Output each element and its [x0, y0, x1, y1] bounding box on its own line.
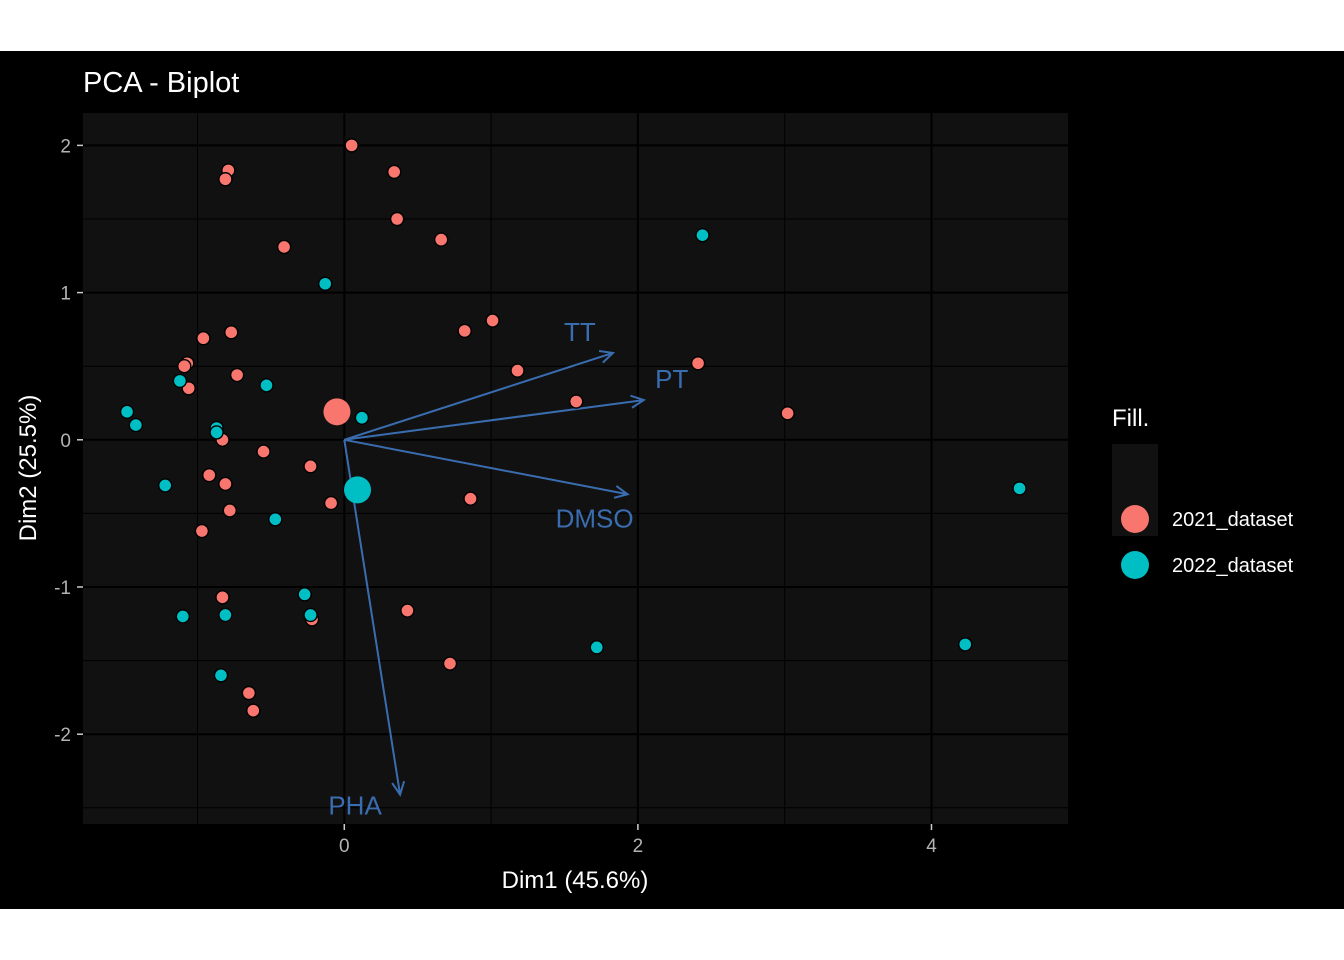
- pca-biplot-chart: PCA - Biplot 0 2 4 2 1 0 -1 -2 TT PT DMSO PHA Dim1…: [15, 67, 1294, 894]
- point-2022_dataset: [268, 512, 283, 527]
- point-2022_dataset: [119, 404, 135, 420]
- centroid-2022_dataset: [344, 476, 372, 504]
- point-2021_dataset: [780, 406, 795, 421]
- point-2022_dataset: [958, 637, 973, 652]
- arrow-tt: [343, 351, 614, 441]
- grid-lines: [83, 113, 1068, 824]
- point-2022_dataset: [695, 227, 710, 243]
- y-tick-label: 2: [60, 136, 71, 157]
- point-2022_dataset: [213, 668, 229, 683]
- legend-key-2022_dataset: [1121, 551, 1149, 579]
- point-2022_dataset: [218, 607, 233, 623]
- point-2021_dataset: [229, 367, 245, 383]
- x-tick-label: 4: [926, 836, 937, 857]
- point-2021_dataset: [387, 164, 402, 180]
- arrow-head: [630, 394, 647, 409]
- point-2022_dataset: [297, 587, 312, 602]
- legend-entry-2021_dataset: 2021_dataset: [1172, 509, 1294, 531]
- point-2021_dataset: [344, 138, 359, 153]
- legend-entry-2022_dataset: 2022_dataset: [1172, 555, 1294, 577]
- point-2021_dataset: [241, 685, 257, 701]
- point-2022_dataset: [209, 425, 224, 440]
- data-points: [119, 138, 1027, 718]
- point-2021_dataset: [177, 358, 192, 374]
- legend-title: Fill.: [1112, 405, 1149, 432]
- point-2021_dataset: [215, 590, 230, 605]
- point-2021_dataset: [510, 363, 525, 378]
- point-2021_dataset: [569, 394, 584, 409]
- arrow-dmso: [344, 438, 628, 496]
- point-2021_dataset: [303, 459, 318, 474]
- y-axis-label: Dim2 (25.5%): [15, 395, 42, 542]
- point-2021_dataset: [202, 467, 217, 483]
- point-2022_dataset: [158, 478, 173, 493]
- legend: Fill. 2021_dataset 2022_dataset: [1112, 405, 1294, 579]
- point-2021_dataset: [224, 325, 239, 340]
- point-2021_dataset: [442, 656, 458, 671]
- x-tick-label: 0: [339, 836, 350, 857]
- point-2021_dataset: [256, 444, 271, 459]
- point-2021_dataset: [276, 239, 292, 255]
- plot-frame: PCA - Biplot 0 2 4 2 1 0 -1 -2 TT PT DMSO PHA Dim1…: [0, 51, 1344, 909]
- y-tick-label: -1: [54, 578, 71, 599]
- point-2022_dataset: [354, 410, 370, 425]
- point-2022_dataset: [1012, 481, 1027, 496]
- point-2022_dataset: [128, 417, 144, 433]
- point-2022_dataset: [303, 607, 318, 623]
- x-axis-label: Dim1 (45.6%): [502, 867, 649, 894]
- point-2021_dataset: [218, 476, 233, 492]
- arrow-head: [391, 780, 406, 797]
- y-tick-label: 1: [60, 284, 71, 305]
- legend-key-2021_dataset: [1121, 505, 1149, 533]
- point-2021_dataset: [323, 495, 339, 511]
- arrow-head: [613, 485, 630, 499]
- point-2021_dataset: [389, 211, 405, 227]
- point-2021_dataset: [194, 523, 210, 539]
- point-2021_dataset: [246, 703, 261, 718]
- arrow-label-tt: TT: [564, 317, 596, 347]
- point-2022_dataset: [172, 373, 188, 389]
- point-2022_dataset: [175, 609, 191, 624]
- arrow-pt: [344, 399, 644, 441]
- axes: 0 2 4 2 1 0 -1 -2: [54, 136, 937, 857]
- arrow-head: [598, 350, 616, 364]
- arrow-label-dmso: DMSO: [556, 503, 634, 533]
- point-2022_dataset: [259, 378, 274, 393]
- x-tick-label: 2: [633, 836, 644, 857]
- point-2021_dataset: [400, 603, 415, 618]
- point-2021_dataset: [433, 232, 449, 247]
- point-2022_dataset: [589, 640, 604, 655]
- point-2021_dataset: [485, 313, 500, 328]
- arrow-label-pt: PT: [655, 364, 688, 394]
- y-tick-label: -2: [54, 725, 71, 746]
- chart-title: PCA - Biplot: [83, 67, 239, 99]
- point-2021_dataset: [222, 503, 237, 518]
- centroid-2021_dataset: [323, 398, 351, 426]
- y-tick-label: 0: [60, 431, 71, 452]
- plot-panel: [83, 113, 1068, 824]
- point-2021_dataset: [218, 172, 233, 187]
- point-2021_dataset: [196, 331, 211, 346]
- arrow-label-pha: PHA: [328, 791, 382, 821]
- point-2022_dataset: [318, 276, 333, 291]
- point-2021_dataset: [463, 491, 478, 506]
- point-2021_dataset: [457, 323, 472, 339]
- point-2021_dataset: [690, 356, 706, 371]
